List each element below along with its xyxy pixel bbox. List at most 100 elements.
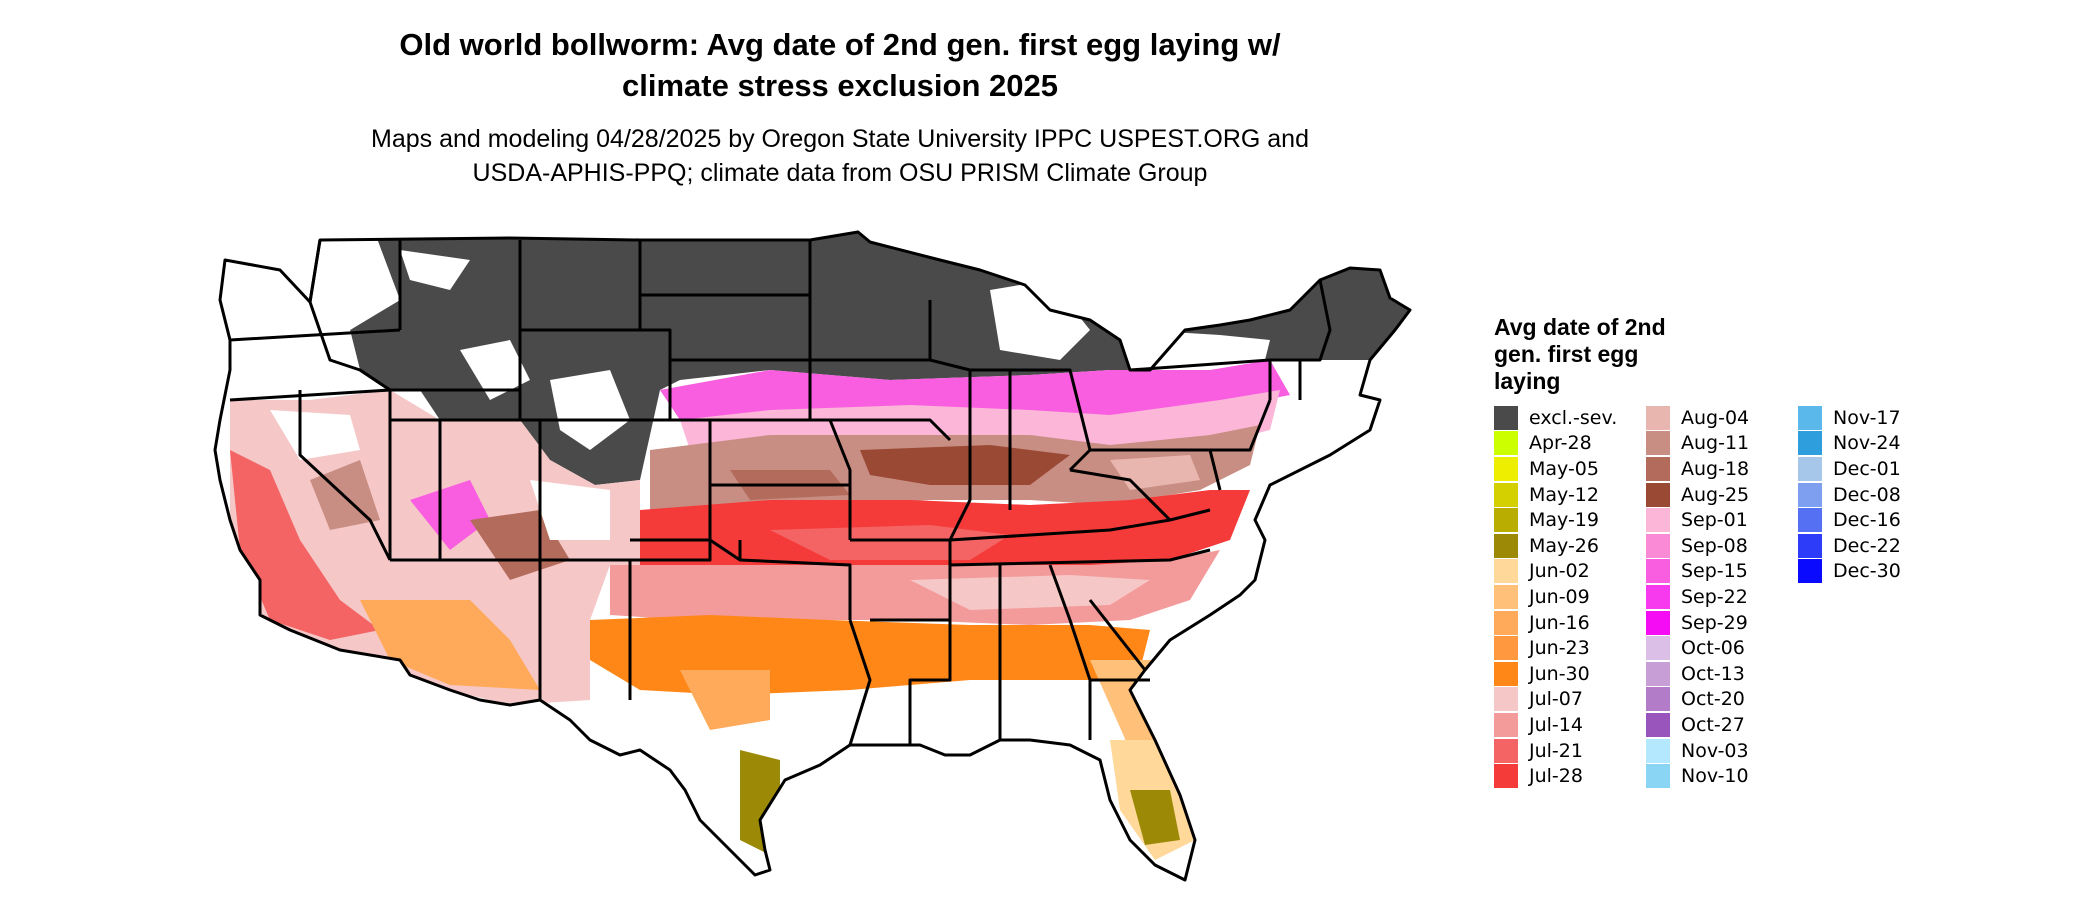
legend-title-line-1: Avg date of 2nd bbox=[1494, 314, 1666, 340]
legend-item: Oct-20 bbox=[1646, 687, 1798, 713]
legend-label: Sep-15 bbox=[1681, 560, 1748, 583]
legend-swatch bbox=[1494, 456, 1518, 481]
legend-swatch bbox=[1798, 456, 1822, 481]
legend-item: May-12 bbox=[1494, 482, 1646, 508]
legend-columns: excl.-sev. Apr-28 May-05 May-12 May-19 May-26… bbox=[1494, 405, 1950, 789]
legend-swatch bbox=[1798, 559, 1822, 584]
legend-column: excl.-sev. Apr-28 May-05 May-12 May-19 May-26… bbox=[1494, 405, 1646, 789]
legend-swatch bbox=[1494, 533, 1518, 558]
legend-item: Oct-06 bbox=[1646, 635, 1798, 661]
legend-label: Nov-17 bbox=[1833, 406, 1901, 429]
legend-label: excl.-sev. bbox=[1529, 406, 1618, 429]
legend-item: Dec-16 bbox=[1798, 507, 1950, 533]
legend-item: Jul-21 bbox=[1494, 738, 1646, 764]
legend-swatch bbox=[1494, 405, 1518, 430]
legend-swatch bbox=[1494, 764, 1518, 789]
legend-swatch bbox=[1494, 738, 1518, 763]
legend-item: Oct-27 bbox=[1646, 712, 1798, 738]
legend-label: Aug-04 bbox=[1681, 406, 1750, 429]
legend-swatch bbox=[1494, 559, 1518, 584]
legend-label: Jul-07 bbox=[1529, 688, 1583, 711]
legend-label: Nov-03 bbox=[1681, 739, 1749, 762]
legend-title-line-2: gen. first egg bbox=[1494, 341, 1639, 367]
legend-item: Nov-24 bbox=[1798, 431, 1950, 457]
legend-swatch bbox=[1646, 687, 1670, 712]
legend-label: Sep-01 bbox=[1681, 509, 1748, 532]
legend-item: Jun-16 bbox=[1494, 610, 1646, 636]
legend-item: Nov-10 bbox=[1646, 763, 1798, 789]
legend: Avg date of 2nd gen. first egg laying ex… bbox=[1494, 314, 1950, 789]
subtitle-line-1: Maps and modeling 04/28/2025 by Oregon S… bbox=[371, 125, 1309, 153]
legend-item: Oct-13 bbox=[1646, 661, 1798, 687]
legend-swatch bbox=[1494, 712, 1518, 737]
legend-item: Sep-29 bbox=[1646, 610, 1798, 636]
legend-swatch bbox=[1798, 508, 1822, 533]
legend-swatch bbox=[1646, 508, 1670, 533]
legend-label: Jul-21 bbox=[1529, 739, 1583, 762]
legend-label: Sep-29 bbox=[1681, 611, 1748, 634]
legend-label: Jun-16 bbox=[1529, 611, 1590, 634]
legend-label: Sep-08 bbox=[1681, 534, 1748, 557]
legend-item: Sep-01 bbox=[1646, 507, 1798, 533]
legend-swatch bbox=[1646, 610, 1670, 635]
legend-swatch bbox=[1494, 482, 1518, 507]
legend-item: Apr-28 bbox=[1494, 431, 1646, 457]
legend-label: Jun-09 bbox=[1529, 585, 1590, 608]
legend-label: Oct-27 bbox=[1681, 713, 1745, 736]
legend-item: Nov-03 bbox=[1646, 738, 1798, 764]
legend-swatch bbox=[1798, 482, 1822, 507]
legend-item: Dec-30 bbox=[1798, 559, 1950, 585]
legend-label: Oct-20 bbox=[1681, 688, 1745, 711]
legend-item: Sep-15 bbox=[1646, 559, 1798, 585]
legend-swatch bbox=[1646, 431, 1670, 456]
legend-item: Sep-22 bbox=[1646, 584, 1798, 610]
legend-label: Jun-23 bbox=[1529, 637, 1590, 660]
legend-label: May-12 bbox=[1529, 483, 1599, 506]
legend-item: Jun-30 bbox=[1494, 661, 1646, 687]
legend-label: Jun-30 bbox=[1529, 662, 1590, 685]
legend-title-line-3: laying bbox=[1494, 368, 1561, 394]
legend-label: May-05 bbox=[1529, 457, 1599, 480]
legend-item: Jul-28 bbox=[1494, 763, 1646, 789]
legend-swatch bbox=[1494, 661, 1518, 686]
legend-swatch bbox=[1798, 431, 1822, 456]
legend-item: Jul-14 bbox=[1494, 712, 1646, 738]
legend-label: Jul-28 bbox=[1529, 765, 1583, 788]
legend-label: Dec-16 bbox=[1833, 509, 1901, 532]
legend-label: Apr-28 bbox=[1529, 432, 1592, 455]
legend-label: May-26 bbox=[1529, 534, 1599, 557]
legend-swatch bbox=[1646, 636, 1670, 661]
legend-swatch bbox=[1646, 661, 1670, 686]
legend-item: May-05 bbox=[1494, 456, 1646, 482]
legend-swatch bbox=[1646, 738, 1670, 763]
legend-item: Aug-18 bbox=[1646, 456, 1798, 482]
legend-item: Jun-09 bbox=[1494, 584, 1646, 610]
legend-swatch bbox=[1646, 405, 1670, 430]
subtitle-line-2: USDA-APHIS-PPQ; climate data from OSU PR… bbox=[472, 159, 1208, 187]
legend-item: Dec-08 bbox=[1798, 482, 1950, 508]
legend-swatch bbox=[1646, 584, 1670, 609]
legend-swatch bbox=[1646, 712, 1670, 737]
legend-swatch bbox=[1646, 482, 1670, 507]
legend-label: Aug-18 bbox=[1681, 457, 1750, 480]
us-map bbox=[213, 230, 1412, 882]
title-line-1: Old world bollworm: Avg date of 2nd gen.… bbox=[399, 27, 1281, 62]
legend-label: Oct-13 bbox=[1681, 662, 1745, 685]
legend-item: Dec-22 bbox=[1798, 533, 1950, 559]
legend-swatch bbox=[1798, 533, 1822, 558]
legend-swatch bbox=[1494, 508, 1518, 533]
legend-swatch bbox=[1798, 405, 1822, 430]
legend-swatch bbox=[1494, 584, 1518, 609]
legend-label: Sep-22 bbox=[1681, 585, 1748, 608]
legend-item: May-19 bbox=[1494, 507, 1646, 533]
legend-swatch bbox=[1646, 559, 1670, 584]
legend-label: Nov-10 bbox=[1681, 765, 1749, 788]
legend-item: Nov-17 bbox=[1798, 405, 1950, 431]
legend-title: Avg date of 2nd gen. first egg laying bbox=[1494, 314, 1724, 395]
legend-swatch bbox=[1646, 533, 1670, 558]
legend-item: Jul-07 bbox=[1494, 687, 1646, 713]
legend-item: Jun-02 bbox=[1494, 559, 1646, 585]
legend-item: Dec-01 bbox=[1798, 456, 1950, 482]
legend-swatch bbox=[1494, 636, 1518, 661]
legend-item: Aug-25 bbox=[1646, 482, 1798, 508]
